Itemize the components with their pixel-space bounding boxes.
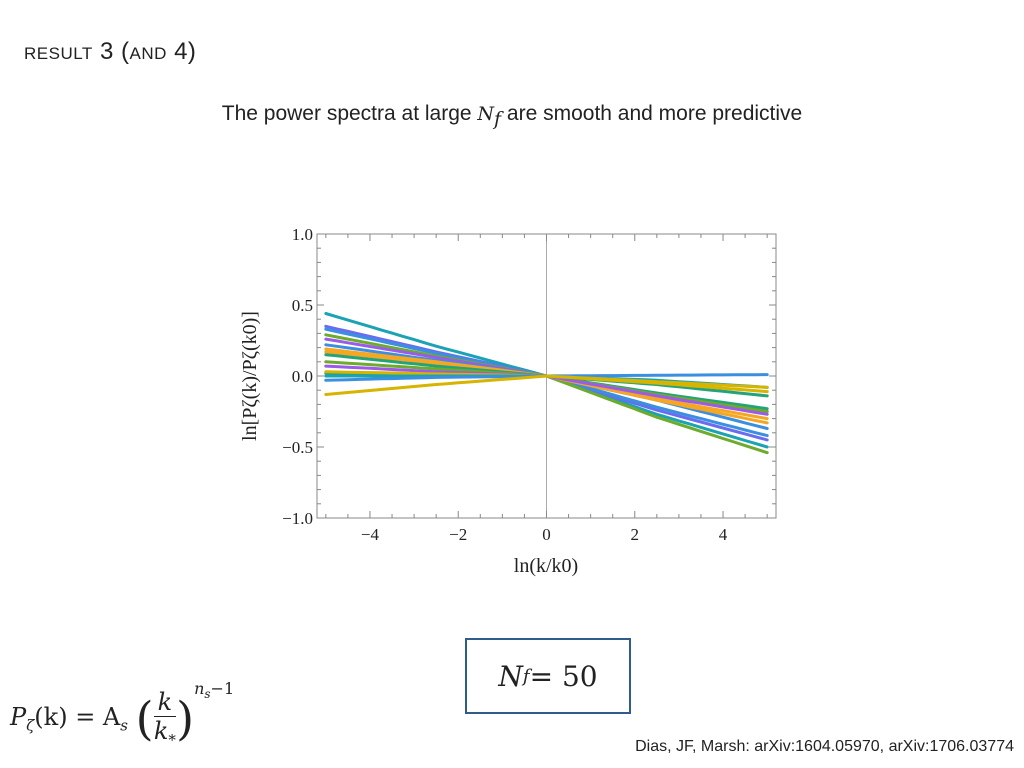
box-value: = 50 — [529, 659, 598, 693]
formula-part: s — [120, 716, 128, 735]
formula-part: −1 — [210, 678, 235, 698]
power-spectrum-formula: Pζ(k) = As (k k*)ns−1 — [10, 679, 234, 749]
subtitle-text: The power spectra at large — [221, 102, 478, 125]
formula-part: k — [153, 688, 177, 717]
formula-part: * — [168, 730, 176, 749]
subtitle-var: N — [477, 103, 495, 125]
right-paren: ) — [176, 691, 195, 746]
exponent: ns−1 — [194, 678, 235, 702]
title-part: 4) — [166, 38, 197, 65]
formula-part: s — [204, 687, 211, 702]
y-tick-label: −0.5 — [282, 438, 313, 457]
formula-part: ζ — [26, 716, 35, 735]
left-paren: ( — [135, 691, 154, 746]
title-part: Result — [24, 44, 93, 63]
x-tick-label: 0 — [542, 525, 551, 544]
subtitle-sub: f — [494, 108, 502, 131]
title-part: and — [129, 44, 167, 63]
formula-part: P — [10, 702, 27, 731]
slide-subtitle: The power spectra at large Nf are smooth… — [0, 102, 1024, 130]
x-tick-label: 2 — [631, 525, 640, 544]
x-axis-label: ln(k/k0) — [514, 555, 578, 577]
title-part: 3 ( — [92, 38, 130, 65]
y-tick-label: 0.0 — [292, 367, 313, 386]
x-tick-label: −2 — [449, 525, 467, 544]
y-tick-label: 0.5 — [292, 296, 313, 315]
x-tick-label: 4 — [719, 525, 728, 544]
box-var: N — [498, 659, 523, 693]
y-tick-label: −1.0 — [282, 509, 313, 528]
denominator: k* — [154, 717, 176, 749]
subtitle-text: are smooth and more predictive — [501, 102, 803, 125]
citation: Dias, JF, Marsh: arXiv:1604.05970, arXiv… — [635, 738, 1014, 755]
series-line-s16 — [324, 374, 769, 396]
y-tick-label: 1.0 — [292, 225, 313, 244]
x-tick-label: −4 — [361, 525, 380, 544]
formula-part: n — [194, 678, 205, 698]
y-axis-label: ln[Pζ(k)/Pζ(k0)] — [239, 311, 261, 441]
formula-part: (k) = A — [34, 702, 121, 731]
fraction: k k* — [153, 688, 177, 749]
slide-title: Result 3 (and 4) — [24, 38, 196, 66]
box-sub: f — [522, 665, 530, 687]
formula-part: k — [153, 717, 169, 745]
